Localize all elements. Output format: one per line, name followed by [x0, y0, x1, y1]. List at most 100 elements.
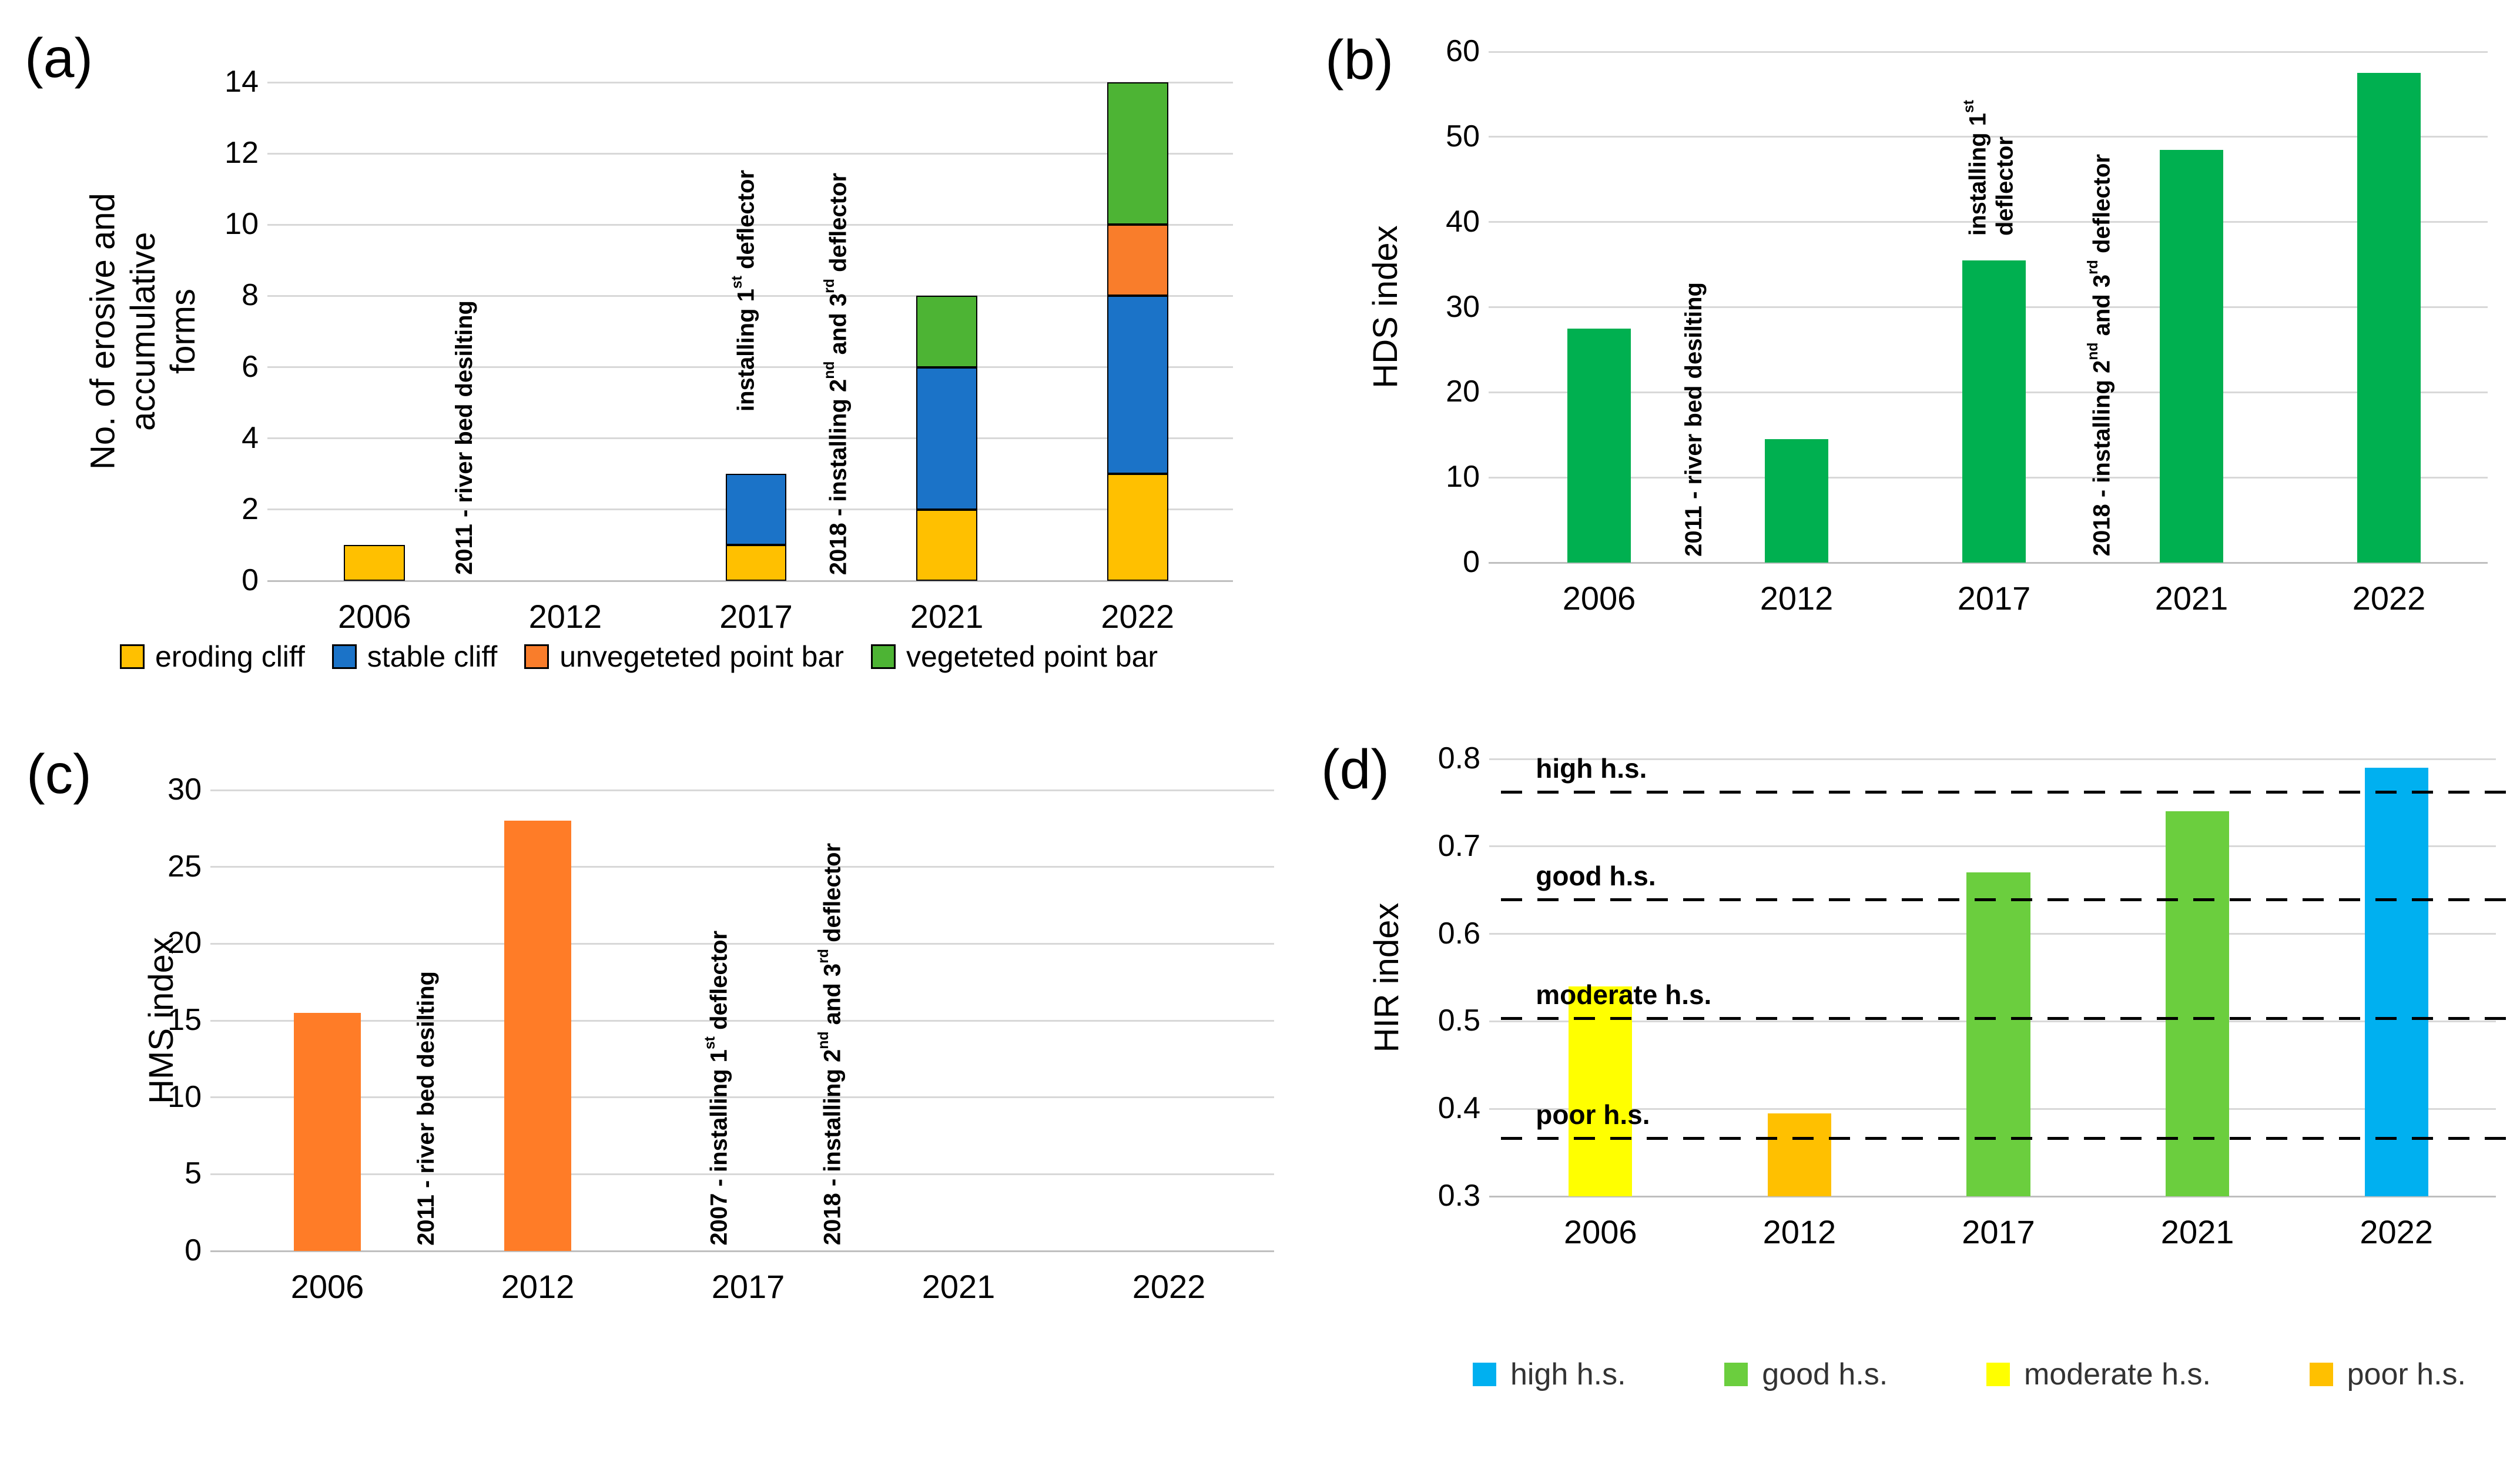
panel-letter-d: (d) [1321, 738, 1390, 801]
x-tick-label: 2006 [290, 1268, 364, 1305]
x-tick-label: 2017 [711, 1268, 785, 1305]
annotation: installing 1st deflector [729, 169, 759, 412]
y-tick-label: 12 [224, 135, 259, 170]
x-tick-label: 2012 [501, 1268, 575, 1305]
x-tick-label: 2022 [2360, 1213, 2433, 1250]
annotation: 2018 - installing 2nd and 3rd deflector [2085, 154, 2115, 557]
chart-d-legend: high h.s. good h.s. moderate h.s. poor h.s. [1473, 1357, 2466, 1392]
bar-2006 [293, 1012, 361, 1251]
annotation: 2011 - river bed desilting [1681, 282, 1707, 557]
x-tick-label: 2017 [1957, 580, 2031, 617]
bar-2021 [2160, 149, 2223, 563]
gridline [210, 866, 1274, 868]
legend-swatch [870, 644, 896, 669]
x-tick-label: 2022 [2352, 580, 2426, 617]
chart-a-legend: eroding cliff stable cliff unvegeteted poi… [120, 640, 1158, 674]
y-tick-label: 40 [1446, 204, 1480, 239]
gridline [267, 223, 1233, 226]
panel-letter-b: (b) [1325, 29, 1394, 91]
gridline [1489, 561, 2488, 564]
legend-label: poor h.s. [2347, 1357, 2466, 1391]
bar-2022 [2364, 767, 2428, 1196]
threshold-label-moderate-h-s: moderate h.s. [1536, 979, 1712, 1010]
x-tick-label: 2006 [338, 598, 411, 635]
y-tick-label: 25 [167, 849, 202, 884]
bar-segment-unvegeteted-point-bar [1107, 225, 1168, 296]
gridline [210, 789, 1274, 791]
legend-swatch [1986, 1363, 2010, 1386]
bar-2021 [2165, 811, 2230, 1196]
legend-item-unvegeteted-point-bar: unvegeteted point bar [524, 640, 844, 674]
x-tick-label: 2022 [1132, 1268, 1206, 1305]
legend-label: good h.s. [1762, 1357, 1888, 1391]
bar-2006 [1567, 328, 1631, 563]
annotation: installing 1st deflector [1961, 99, 2018, 236]
legend-label: vegeteted point bar [906, 640, 1158, 673]
chart-b-plot-area: 0 10 20 30 40 50 60 2006 2012 2017 2021 2022 2011 - … [1446, 34, 2488, 617]
legend-item-good-h-s: good h.s. [1724, 1357, 1888, 1392]
legend-item-eroding-cliff: eroding cliff [120, 640, 305, 674]
x-tick-label: 2017 [719, 598, 793, 635]
legend-swatch [120, 644, 145, 669]
x-tick-label: 2012 [1760, 580, 1834, 617]
panel-b: (b) HDS index 0 10 20 30 40 50 60 2006 2012 2017 2… [1316, 0, 2520, 736]
y-tick-label: 30 [167, 772, 202, 807]
y-tick-label: 2 [242, 491, 259, 526]
y-tick-label: 0.8 [1437, 741, 1480, 775]
gridline [267, 81, 1233, 83]
panel-a: (a) No. of erosive and accumulative form… [0, 0, 1316, 736]
bar-segment-vegeteted-point-bar [1107, 82, 1168, 225]
panel-letter-a: (a) [25, 27, 93, 89]
gridline [210, 1096, 1274, 1099]
y-tick-label: 20 [1446, 374, 1480, 409]
legend-swatch [331, 644, 357, 669]
y-tick-label: 5 [185, 1156, 202, 1191]
legend-label: stable cliff [367, 640, 498, 673]
gridline [267, 366, 1233, 369]
gridline [267, 295, 1233, 297]
chart-d-plot-area: 0.3 0.4 0.5 0.6 0.7 0.8 2006 2012 2017 2021 2022 hi… [1438, 741, 2514, 1250]
gridline [1489, 1195, 2496, 1197]
threshold-label-high-h-s: high h.s. [1536, 752, 1647, 784]
gridline [1489, 221, 2488, 223]
legend-label: high h.s. [1510, 1357, 1626, 1391]
gridline [210, 1173, 1274, 1175]
y-axis-title-a: No. of erosive and accumulative forms [83, 193, 203, 470]
y-tick-label: 0.4 [1437, 1090, 1480, 1125]
bar-segment-vegeteted-point-bar [916, 296, 978, 367]
legend-swatch [524, 644, 549, 669]
y-tick-label: 20 [167, 926, 202, 961]
x-tick-label: 2012 [1762, 1213, 1837, 1250]
y-tick-label: 6 [242, 349, 259, 384]
y-tick-label: 0.6 [1437, 916, 1480, 951]
bar-segment-stable-cliff [1107, 296, 1168, 474]
panel-d: (d) HIR index 0.3 0.4 0.5 0.6 0.7 0.8 2006 2012… [1316, 736, 2520, 1472]
bar-segment-eroding-cliff [344, 545, 406, 581]
y-tick-label: 0 [1463, 544, 1480, 579]
gridline [1489, 51, 2488, 53]
y-tick-label: 0.7 [1437, 828, 1480, 863]
annotation: 2018 - installing 2nd and 3rd deflector [822, 172, 852, 575]
y-tick-label: 15 [167, 1002, 202, 1037]
bar-2006 [1569, 986, 1633, 1196]
y-tick-label: 10 [167, 1079, 202, 1114]
legend-item-moderate-h-s: moderate h.s. [1986, 1357, 2211, 1392]
bar-segment-eroding-cliff [1107, 474, 1168, 581]
x-tick-label: 2006 [1564, 1213, 1637, 1250]
bar-segment-eroding-cliff [916, 509, 978, 581]
y-tick-label: 14 [224, 64, 259, 99]
threshold-line-moderate-h-s [1501, 1017, 2514, 1021]
bar-2012 [1767, 1113, 1832, 1196]
x-tick-label: 2017 [1962, 1213, 2035, 1250]
threshold-label-good-h-s: good h.s. [1536, 860, 1656, 891]
bar-2012 [504, 821, 572, 1251]
gridline [1489, 758, 2496, 760]
x-tick-label: 2006 [1562, 580, 1636, 617]
y-tick-label: 0 [185, 1233, 202, 1267]
y-tick-label: 50 [1446, 119, 1480, 153]
bar-2022 [2357, 73, 2421, 563]
threshold-line-good-h-s [1501, 898, 2514, 902]
legend-swatch [1473, 1363, 1496, 1386]
legend-label: unvegeteted point bar [559, 640, 844, 673]
